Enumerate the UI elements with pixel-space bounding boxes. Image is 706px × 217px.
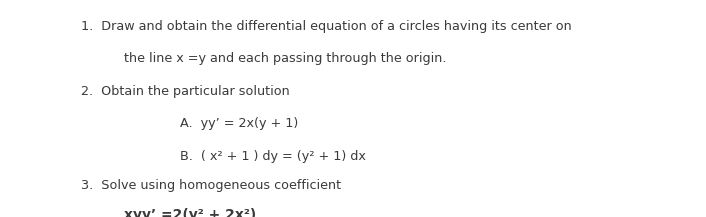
Text: 1.  Draw and obtain the differential equation of a circles having its center on: 1. Draw and obtain the differential equa… bbox=[81, 20, 572, 33]
Text: 2.  Obtain the particular solution: 2. Obtain the particular solution bbox=[81, 85, 290, 98]
Text: xyy’ =2(y² + 2x²): xyy’ =2(y² + 2x²) bbox=[124, 208, 256, 217]
Text: B.  ( x² + 1 ) dy = (y² + 1) dx: B. ( x² + 1 ) dy = (y² + 1) dx bbox=[180, 150, 366, 163]
Text: A.  yy’ = 2x(y + 1): A. yy’ = 2x(y + 1) bbox=[180, 117, 298, 130]
Text: 3.  Solve using homogeneous coefficient: 3. Solve using homogeneous coefficient bbox=[81, 179, 341, 192]
Text: the line x =y and each passing through the origin.: the line x =y and each passing through t… bbox=[124, 52, 446, 65]
